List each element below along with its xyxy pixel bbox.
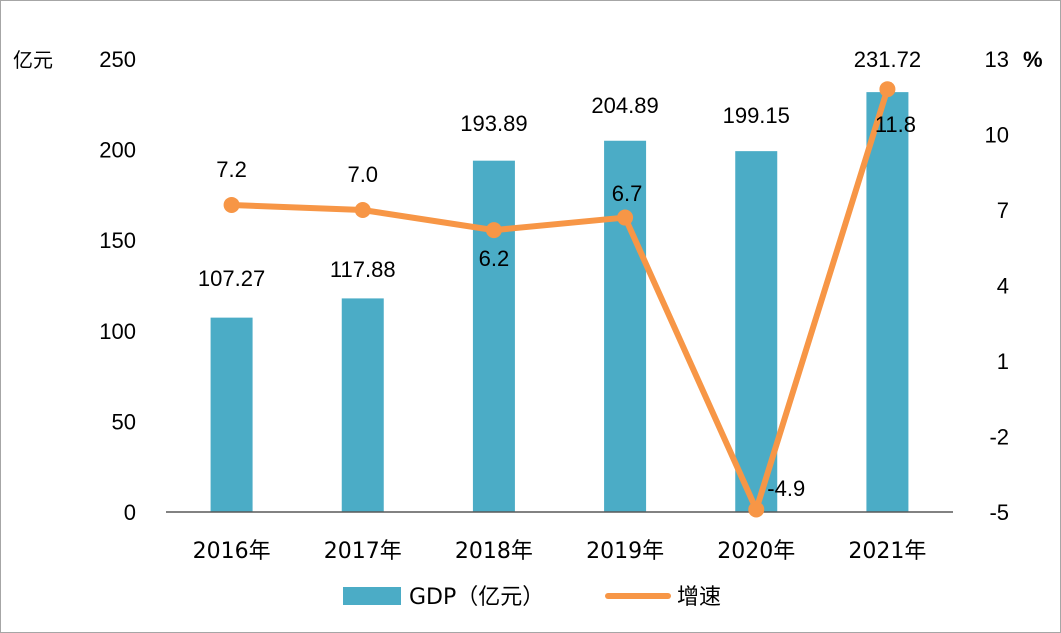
- gdp-bars: [210, 92, 909, 513]
- growth-point: [485, 222, 502, 239]
- right-tick-label: 4: [997, 274, 1009, 299]
- gdp-data-label: 231.72: [854, 47, 921, 72]
- growth-point: [223, 196, 240, 213]
- gdp-data-label: 107.27: [198, 266, 265, 291]
- growth-data-label: 6.2: [479, 246, 510, 271]
- category-label: 2020年: [717, 539, 795, 564]
- gdp-data-labels: 107.27 117.88 193.89 204.89 199.15 231.72: [198, 47, 921, 291]
- gdp-data-label: 199.15: [723, 103, 790, 128]
- right-tick-label: 7: [997, 198, 1009, 223]
- category-label: 2019年: [586, 539, 664, 564]
- category-label: 2021年: [848, 539, 926, 564]
- growth-line: [223, 81, 896, 518]
- right-tick-label: 10: [985, 123, 1009, 148]
- gdp-data-label: 193.89: [460, 111, 527, 136]
- growth-data-label: 7.0: [347, 162, 378, 187]
- category-label: 2018年: [455, 539, 533, 564]
- gdp-bar: [341, 298, 384, 512]
- gdp-bar: [735, 151, 778, 512]
- right-tick-label: 1: [997, 349, 1009, 374]
- left-axis-ticks: 0 50 100 150 200 250: [99, 47, 136, 525]
- right-axis-ticks: -5 -2 1 4 7 10 13: [985, 47, 1009, 525]
- left-tick-label: 50: [112, 409, 136, 434]
- growth-point: [748, 501, 765, 518]
- legend-gdp-swatch: [343, 587, 401, 605]
- legend-growth-label: 增速: [677, 585, 721, 610]
- right-tick-label: 13: [985, 47, 1009, 72]
- gdp-bar: [604, 140, 647, 512]
- right-axis-unit: %: [1023, 47, 1043, 72]
- gdp-bar: [866, 92, 909, 513]
- gdp-bar: [472, 160, 515, 512]
- legend-gdp-label: GDP（亿元）: [409, 585, 544, 610]
- growth-data-labels: 7.2 7.0 6.2 6.7 -4.9 11.8: [216, 112, 916, 501]
- left-tick-label: 250: [99, 47, 136, 72]
- right-tick-label: -2: [989, 425, 1009, 450]
- left-axis-unit: 亿元: [13, 48, 53, 72]
- growth-data-label: -4.9: [767, 476, 805, 501]
- growth-data-label: 11.8: [875, 112, 916, 137]
- growth-line-path: [228, 86, 891, 513]
- category-label: 2016年: [193, 539, 271, 564]
- legend: GDP（亿元） 增速: [343, 585, 721, 610]
- growth-point: [617, 209, 634, 226]
- right-tick-label: -5: [989, 500, 1009, 525]
- left-tick-label: 0: [124, 500, 136, 525]
- growth-point: [354, 202, 371, 218]
- gdp-data-label: 204.89: [591, 93, 658, 118]
- growth-point: [879, 81, 896, 98]
- gdp-bar: [210, 317, 253, 512]
- growth-data-label: 6.7: [612, 181, 643, 206]
- category-label: 2017年: [324, 539, 402, 564]
- left-tick-label: 150: [99, 228, 136, 253]
- growth-data-label: 7.2: [216, 157, 247, 182]
- left-tick-label: 200: [99, 138, 136, 163]
- left-tick-label: 100: [99, 319, 136, 344]
- category-labels: 2016年 2017年 2018年 2019年 2020年 2021年: [193, 539, 927, 564]
- gdp-data-label: 117.88: [330, 257, 396, 282]
